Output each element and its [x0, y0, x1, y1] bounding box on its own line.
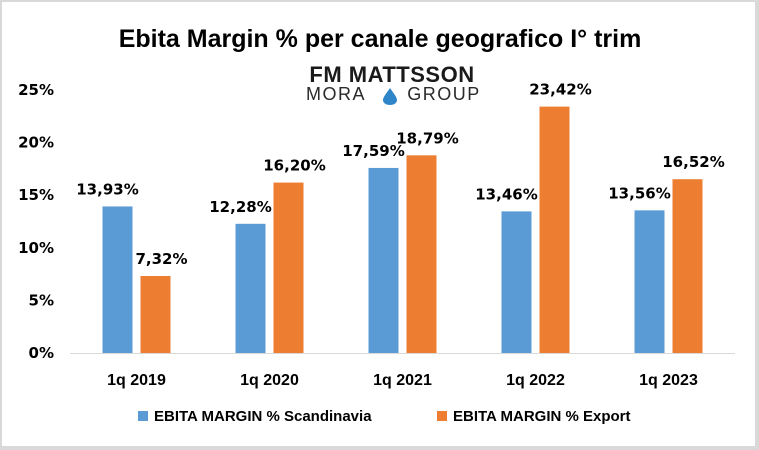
water-drop-icon	[383, 88, 397, 105]
bar-export	[539, 106, 570, 353]
y-axis: 0% 5% 10% 15% 20% 25%	[18, 81, 54, 362]
legend: EBITA MARGIN % Scandinavia EBITA MARGIN %…	[138, 408, 631, 425]
bar-scandinavia	[235, 223, 266, 353]
legend-item-scandinavia[interactable]: EBITA MARGIN % Scandinavia	[138, 408, 372, 425]
x-tick-label: 1q 2022	[506, 372, 565, 389]
data-label: 18,79%	[396, 129, 458, 147]
chart-frame: Ebita Margin % per canale geografico I° …	[2, 2, 755, 446]
legend-label: EBITA MARGIN % Export	[453, 408, 631, 425]
data-label: 12,28%	[209, 198, 271, 216]
logo-name: FM MATTSSON	[309, 62, 474, 87]
data-labels: 13,93% 7,32% 12,28% 16,20% 17,59%18,79% 13,46…	[76, 81, 724, 268]
data-label: 17,59%	[342, 142, 404, 160]
bar-scandinavia	[501, 211, 532, 353]
chart-title: Ebita Margin % per canale geografico I° …	[119, 25, 642, 53]
x-tick-label: 1q 2019	[107, 372, 166, 389]
bar-export	[406, 155, 437, 353]
y-tick-label: 15%	[18, 186, 54, 204]
data-label: 13,93%	[76, 180, 138, 198]
bar-export	[672, 179, 703, 353]
y-tick-label: 10%	[18, 239, 54, 257]
bar-export	[273, 182, 304, 353]
chart: Ebita Margin % per canale geografico I° …	[18, 25, 735, 425]
data-label: 16,20%	[263, 157, 325, 175]
x-axis: 1q 2019 1q 2020 1q 2021 1q 2022 1q 2023	[107, 372, 698, 389]
x-tick-label: 1q 2021	[373, 372, 432, 389]
data-label: 23,42%	[529, 81, 591, 99]
legend-swatch	[437, 411, 447, 421]
data-label: 13,46%	[475, 185, 537, 203]
bar-scandinavia	[102, 206, 133, 353]
legend-label: EBITA MARGIN % Scandinavia	[154, 408, 372, 425]
y-tick-label: 25%	[18, 81, 54, 99]
bars	[102, 106, 703, 353]
bar-scandinavia	[634, 210, 665, 353]
logo-group: GROUP	[407, 84, 481, 104]
legend-item-export[interactable]: EBITA MARGIN % Export	[437, 408, 631, 425]
company-logo: FM MATTSSON MORA GROUP	[306, 62, 481, 105]
logo-mora: MORA	[306, 84, 366, 104]
data-label: 13,56%	[608, 184, 670, 202]
legend-swatch	[138, 411, 148, 421]
x-tick-label: 1q 2020	[240, 372, 299, 389]
data-label: 16,52%	[662, 153, 724, 171]
y-tick-label: 20%	[18, 134, 54, 152]
data-label: 7,32%	[135, 250, 187, 268]
y-tick-label: 5%	[29, 291, 54, 309]
y-tick-label: 0%	[29, 344, 54, 362]
bar-scandinavia	[368, 167, 399, 353]
x-tick-label: 1q 2023	[639, 372, 698, 389]
bar-export	[140, 275, 171, 353]
